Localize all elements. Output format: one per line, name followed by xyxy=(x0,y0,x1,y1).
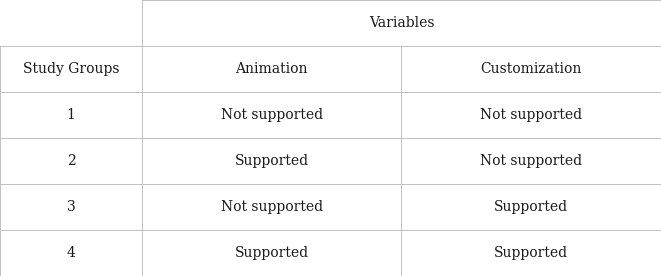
Text: Supported: Supported xyxy=(235,246,309,260)
Text: 2: 2 xyxy=(67,154,75,168)
Text: Variables: Variables xyxy=(369,16,434,30)
Text: Supported: Supported xyxy=(235,154,309,168)
Text: Not supported: Not supported xyxy=(480,154,582,168)
Text: 3: 3 xyxy=(67,200,75,214)
Text: 4: 4 xyxy=(67,246,75,260)
Text: Study Groups: Study Groups xyxy=(23,62,119,76)
Text: Supported: Supported xyxy=(494,200,568,214)
Text: Supported: Supported xyxy=(494,246,568,260)
Text: Customization: Customization xyxy=(481,62,582,76)
Text: Not supported: Not supported xyxy=(221,200,323,214)
Text: Not supported: Not supported xyxy=(221,108,323,122)
Text: Not supported: Not supported xyxy=(480,108,582,122)
Text: 1: 1 xyxy=(67,108,75,122)
Text: Animation: Animation xyxy=(235,62,308,76)
